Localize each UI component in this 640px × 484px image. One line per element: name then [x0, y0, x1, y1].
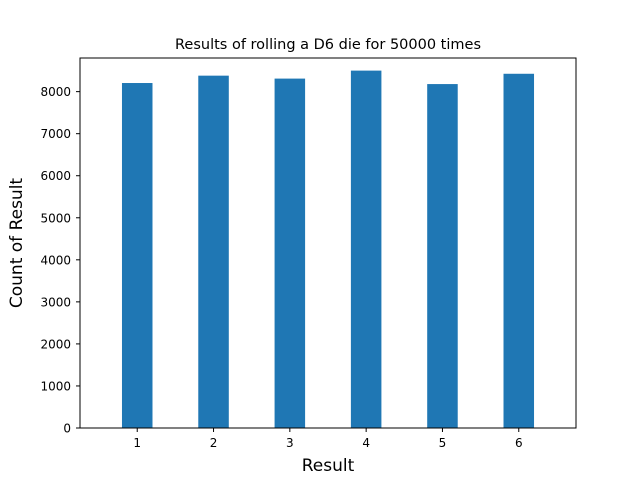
x-axis-label: Result: [302, 456, 355, 476]
y-tick-label-7000: 7000: [40, 127, 71, 141]
y-tick-label-1000: 1000: [40, 379, 71, 393]
x-tick-label-6: 6: [515, 436, 523, 450]
ticks-layer: 1 2 3 4 5 6 0 1000 2000 3000 4000 5000 6000 7000 8000: [40, 85, 522, 450]
y-tick-label-2000: 2000: [40, 337, 71, 351]
bar-5: [427, 84, 458, 428]
x-tick-label-2: 2: [210, 436, 218, 450]
x-tick-label-5: 5: [439, 436, 447, 450]
bar-1: [121, 83, 153, 429]
plot-frame: [79, 57, 577, 429]
x-tick-label-4: 4: [362, 436, 370, 450]
y-tick-label-0: 0: [63, 422, 71, 436]
bar-3: [274, 78, 306, 428]
bar-2: [198, 75, 229, 428]
bar-6: [503, 73, 535, 429]
chart-title: Results of rolling a D6 die for 50000 ti…: [175, 37, 481, 53]
y-tick-label-4000: 4000: [40, 253, 71, 267]
y-tick-label-8000: 8000: [40, 85, 71, 99]
y-tick-label-5000: 5000: [40, 211, 71, 225]
y-tick-label-6000: 6000: [40, 169, 71, 183]
bar-4: [350, 70, 382, 429]
x-tick-label-1: 1: [133, 436, 141, 450]
y-axis-label: Count of Result: [7, 178, 27, 309]
bars-layer: [121, 70, 535, 429]
x-tick-label-3: 3: [286, 436, 294, 450]
y-tick-label-3000: 3000: [40, 295, 71, 309]
